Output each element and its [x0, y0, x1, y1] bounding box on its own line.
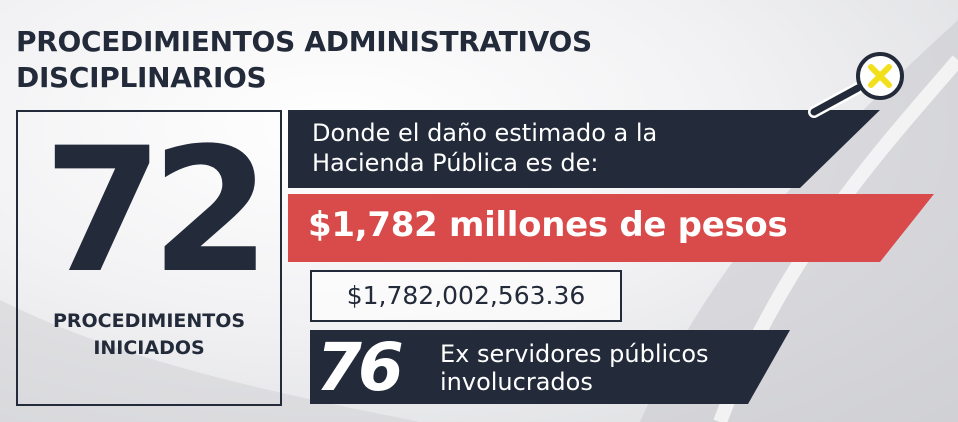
officials-label-line-1: Ex servidores públicos — [440, 340, 709, 368]
exact-amount: $1,782,002,563.36 — [310, 270, 622, 322]
officials-label: Ex servidores públicos involucrados — [440, 340, 709, 396]
procedures-label-line-2: INICIADOS — [93, 337, 205, 359]
page-title: PROCEDIMIENTOS ADMINISTRATIVOS DISCIPLIN… — [16, 24, 592, 96]
procedures-box: 72 PROCEDIMIENTOS INICIADOS — [16, 110, 282, 406]
damage-intro: Donde el daño estimado a la Hacienda Púb… — [312, 118, 657, 178]
damage-intro-band — [288, 110, 880, 188]
procedures-count: 72 — [43, 110, 270, 311]
magnifying-glass-x-icon — [808, 52, 904, 118]
officials-label-line-2: involucrados — [440, 368, 593, 396]
title-line-1: PROCEDIMIENTOS ADMINISTRATIVOS — [16, 25, 592, 58]
procedures-label-line-1: PROCEDIMIENTOS — [52, 310, 246, 332]
title-line-2: DISCIPLINARIOS — [16, 61, 267, 94]
damage-intro-line-1: Donde el daño estimado a la — [312, 119, 658, 147]
damage-headline-band — [288, 194, 934, 262]
officials-count: 76 — [316, 329, 404, 406]
damage-headline: $1,782 millones de pesos — [308, 205, 788, 245]
damage-intro-line-2: Hacienda Pública es de: — [312, 149, 599, 177]
procedures-label: PROCEDIMIENTOS INICIADOS — [18, 308, 280, 362]
officials-band — [310, 330, 790, 404]
